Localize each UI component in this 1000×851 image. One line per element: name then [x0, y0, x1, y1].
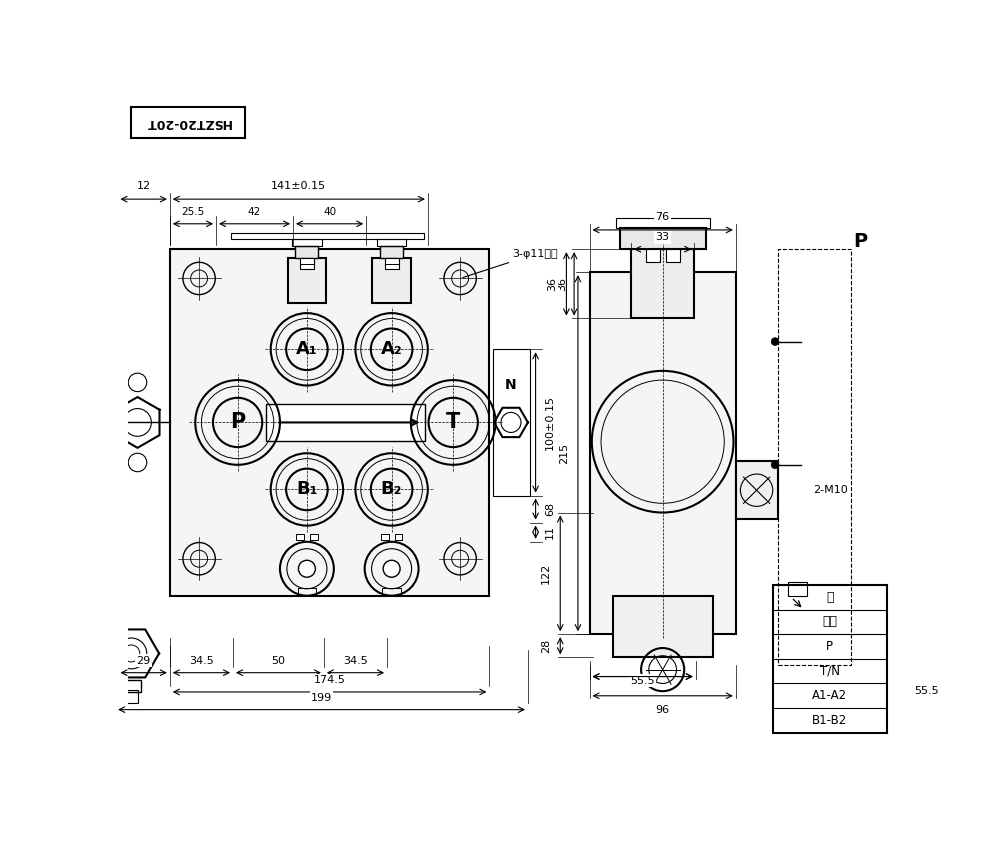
Bar	[298, 588, 316, 596]
Text: 215: 215	[559, 443, 569, 464]
Text: P: P	[230, 413, 245, 432]
Text: 29: 29	[137, 656, 151, 665]
Text: T/N: T/N	[820, 665, 840, 677]
Text: 3-φ11通孔: 3-φ11通孔	[463, 248, 558, 277]
Bar	[122, 680, 141, 692]
Text: HSZT20-20T: HSZT20-20T	[145, 116, 231, 129]
Text: 174.5: 174.5	[314, 675, 346, 685]
Bar	[131, 106, 245, 138]
Bar	[266, 404, 425, 441]
Text: T: T	[446, 413, 460, 432]
Bar	[295, 246, 318, 259]
Text: 68: 68	[545, 502, 555, 516]
Text: 199: 199	[311, 693, 332, 703]
Text: 122: 122	[541, 563, 551, 584]
Circle shape	[383, 560, 400, 577]
Text: B₁: B₁	[296, 481, 318, 499]
Circle shape	[298, 560, 315, 577]
Text: 76: 76	[656, 212, 670, 222]
Text: 36: 36	[547, 277, 557, 291]
Text: 40: 40	[323, 207, 336, 217]
Bar	[292, 239, 322, 246]
Text: 34.5: 34.5	[189, 656, 214, 665]
Bar	[773, 585, 887, 733]
Bar	[300, 259, 314, 269]
Text: P: P	[853, 232, 868, 251]
Text: 55.5: 55.5	[630, 676, 655, 686]
Text: 2-M10: 2-M10	[813, 485, 848, 495]
Text: 12: 12	[137, 181, 151, 191]
Bar	[372, 259, 411, 303]
Text: B1-B2: B1-B2	[812, 714, 847, 727]
Bar	[631, 249, 694, 318]
Bar	[493, 349, 530, 495]
Text: 11: 11	[545, 525, 555, 540]
Text: 36: 36	[557, 277, 567, 291]
Bar	[613, 596, 713, 657]
Bar	[395, 534, 402, 540]
Bar	[385, 259, 399, 269]
Circle shape	[771, 461, 779, 469]
Bar	[616, 219, 710, 227]
Text: 55.5: 55.5	[914, 686, 939, 696]
Bar	[288, 259, 326, 303]
Bar	[125, 689, 138, 704]
Bar	[382, 588, 401, 596]
Bar	[231, 233, 424, 239]
Text: 25.5: 25.5	[181, 207, 205, 217]
Bar	[788, 582, 807, 596]
Text: 33: 33	[656, 232, 670, 243]
Circle shape	[771, 338, 779, 346]
Bar	[380, 246, 403, 259]
Text: 阀: 阀	[826, 591, 833, 603]
Bar	[778, 249, 851, 665]
Bar	[170, 249, 489, 596]
Text: B₂: B₂	[381, 481, 402, 499]
Text: A1-A2: A1-A2	[812, 689, 847, 702]
Text: 34.5: 34.5	[343, 656, 368, 665]
Bar	[377, 239, 406, 246]
Bar	[590, 272, 736, 634]
Bar	[666, 249, 680, 261]
Bar	[646, 249, 660, 261]
Text: 42: 42	[248, 207, 261, 217]
Bar	[296, 534, 304, 540]
Text: 100±0.15: 100±0.15	[545, 395, 555, 450]
Bar	[310, 534, 318, 540]
Bar	[381, 534, 389, 540]
Bar	[620, 227, 706, 249]
Text: 141±0.15: 141±0.15	[271, 181, 326, 191]
Text: 接口: 接口	[822, 615, 837, 628]
Text: P: P	[826, 640, 833, 653]
Text: A₂: A₂	[381, 340, 402, 358]
Text: 50: 50	[271, 656, 285, 665]
Text: 96: 96	[656, 705, 670, 715]
Text: 28: 28	[541, 638, 551, 653]
Text: N: N	[505, 379, 517, 392]
Text: A₁: A₁	[296, 340, 318, 358]
Bar	[736, 461, 778, 519]
